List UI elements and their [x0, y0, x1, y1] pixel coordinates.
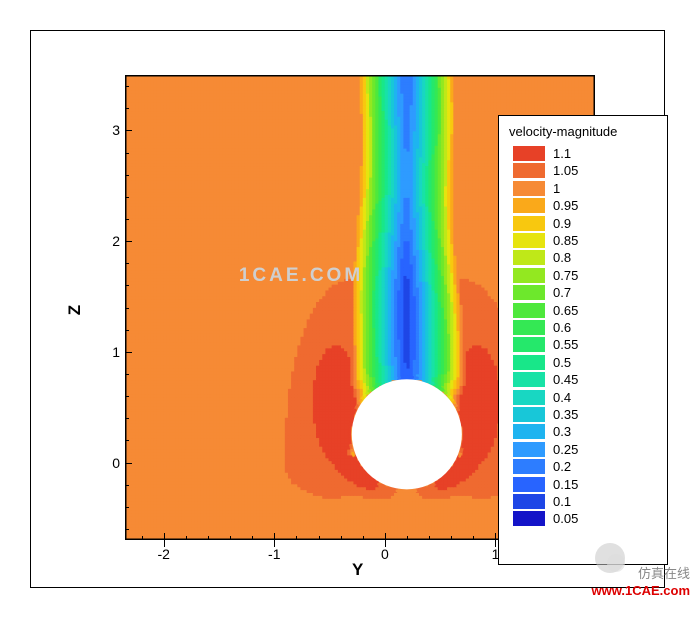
legend-value: 0.6 [553, 320, 571, 335]
legend-item: 0.25 [513, 442, 578, 457]
legend-swatch [513, 337, 545, 352]
legend-title: velocity-magnitude [509, 124, 617, 139]
legend-value: 0.3 [553, 424, 571, 439]
legend-item: 1 [513, 181, 560, 196]
legend-item: 0.3 [513, 424, 571, 439]
legend-swatch [513, 511, 545, 526]
watermark-line2: www.1CAE.com [592, 583, 690, 600]
legend-item: 0.55 [513, 337, 578, 352]
legend-item: 0.4 [513, 390, 571, 405]
y-tick-label: 2 [112, 233, 120, 249]
legend-value: 1 [553, 181, 560, 196]
legend-swatch [513, 268, 545, 283]
legend-value: 0.05 [553, 511, 578, 526]
legend-item: 0.9 [513, 216, 571, 231]
legend-swatch [513, 320, 545, 335]
legend-swatch [513, 285, 545, 300]
legend-value: 0.15 [553, 477, 578, 492]
x-tick-label: 0 [381, 546, 389, 562]
legend-value: 0.1 [553, 494, 571, 509]
legend-item: 0.35 [513, 407, 578, 422]
legend-swatch [513, 494, 545, 509]
legend-value: 0.55 [553, 337, 578, 352]
legend-value: 0.2 [553, 459, 571, 474]
legend-swatch [513, 477, 545, 492]
legend-swatch [513, 424, 545, 439]
legend-item: 0.5 [513, 355, 571, 370]
legend-swatch [513, 216, 545, 231]
legend-swatch [513, 390, 545, 405]
legend-swatch [513, 181, 545, 196]
legend-item: 0.15 [513, 477, 578, 492]
legend-value: 0.35 [553, 407, 578, 422]
legend-swatch [513, 303, 545, 318]
legend-item: 0.95 [513, 198, 578, 213]
legend-item: 1.05 [513, 163, 578, 178]
legend-value: 0.25 [553, 442, 578, 457]
legend-item: 0.45 [513, 372, 578, 387]
legend-item: 0.05 [513, 511, 578, 526]
legend-swatch [513, 198, 545, 213]
legend-item: 0.6 [513, 320, 571, 335]
legend-value: 1.1 [553, 146, 571, 161]
wechat-icon [592, 540, 628, 576]
legend-value: 0.45 [553, 372, 578, 387]
legend-item: 0.65 [513, 303, 578, 318]
legend-item: 0.75 [513, 268, 578, 283]
y-axis-label: Z [65, 304, 85, 314]
legend-swatch [513, 442, 545, 457]
legend-item: 0.7 [513, 285, 571, 300]
legend-swatch [513, 163, 545, 178]
legend-value: 0.95 [553, 198, 578, 213]
legend-value: 0.8 [553, 250, 571, 265]
legend-swatch [513, 233, 545, 248]
legend-value: 0.65 [553, 303, 578, 318]
legend-value: 0.5 [553, 355, 571, 370]
legend-item: 0.85 [513, 233, 578, 248]
legend-value: 0.7 [553, 285, 571, 300]
legend-value: 0.75 [553, 268, 578, 283]
legend-swatch [513, 355, 545, 370]
legend-swatch [513, 407, 545, 422]
legend-box: velocity-magnitude 1.1 1.05 1 0.95 0.9 0.85 0.… [498, 115, 668, 565]
x-tick-label: -2 [157, 546, 169, 562]
legend-value: 0.85 [553, 233, 578, 248]
y-tick-label: 0 [112, 455, 120, 471]
x-axis-label: Y [352, 560, 363, 580]
legend-swatch [513, 459, 545, 474]
x-tick-label: -1 [268, 546, 280, 562]
y-tick-label: 3 [112, 122, 120, 138]
legend-swatch [513, 146, 545, 161]
legend-item: 0.2 [513, 459, 571, 474]
legend-item: 1.1 [513, 146, 571, 161]
legend-item: 0.1 [513, 494, 571, 509]
legend-value: 0.4 [553, 390, 571, 405]
watermark-center: 1CAE.COM [239, 265, 363, 287]
legend-value: 0.9 [553, 216, 571, 231]
legend-swatch [513, 250, 545, 265]
stage: 1CAE.COM Y Z -2 -1 0 1 0 1 2 3 velocity-magnit… [0, 0, 695, 618]
legend-swatch [513, 372, 545, 387]
legend-item: 0.8 [513, 250, 571, 265]
legend-value: 1.05 [553, 163, 578, 178]
y-tick-label: 1 [112, 344, 120, 360]
